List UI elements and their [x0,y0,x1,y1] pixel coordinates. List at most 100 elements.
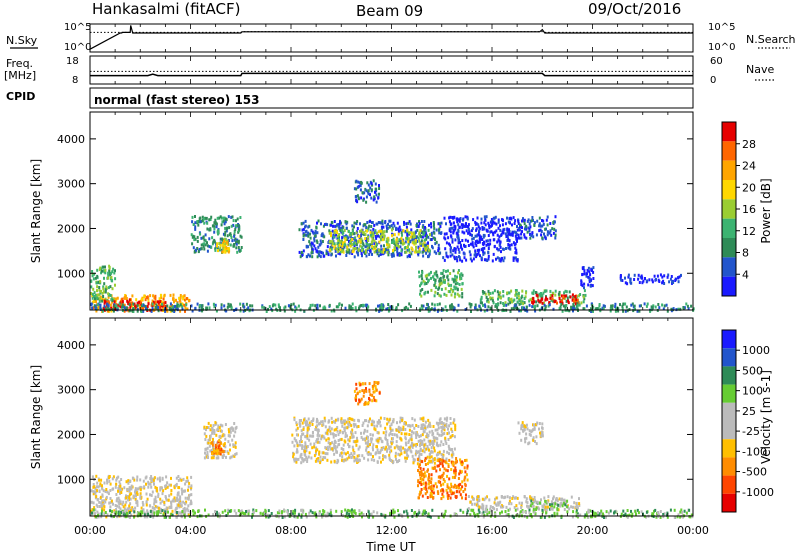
power-cell [179,309,182,313]
power-cell [386,307,389,311]
power-cell [385,307,388,311]
velocity-cell [400,513,403,517]
power-cell [114,283,116,287]
velocity-cell [183,513,186,517]
power-cell [626,282,629,286]
velocity-cell [220,429,223,433]
velocity-cell [165,506,168,510]
power-cell [651,306,654,310]
velocity-cell [97,485,100,489]
velocity-cell [501,510,503,514]
velocity-cell [398,430,401,434]
velocity-cell [322,423,325,427]
power-cell [523,218,526,222]
power-cell [457,247,460,251]
velocity-cell [409,444,412,448]
power-cell [335,254,337,258]
power-cell [445,254,448,258]
velocity-cell [486,512,489,516]
velocity-cell [432,459,435,463]
power-cell [154,306,157,309]
power-cell [662,307,665,311]
power-cell [195,248,197,252]
power-cell [90,292,93,295]
velocity-cell [449,417,452,420]
velocity-cell [301,421,304,425]
power-cell [393,224,396,228]
velocity-cell [426,455,429,459]
velocity-cell [293,457,296,461]
velocity-cell [443,512,446,516]
velocity-cell [575,510,578,514]
power-cell [475,222,478,226]
velocity-cell [101,499,104,503]
velocity-cell [187,495,190,499]
power-cell [448,227,451,231]
power-cell [339,252,342,256]
power-cell [333,242,336,246]
power-cell [371,237,374,241]
power-cell [294,305,297,309]
velocity-cell [106,481,109,485]
power-cell [632,309,635,313]
power-cell [185,303,188,307]
power-cell [410,246,413,250]
power-cell [376,231,379,235]
power-cell [325,249,328,253]
velocity-cell [312,434,315,438]
power-cell [94,293,97,297]
power-cell [341,232,344,236]
power-cell [221,243,224,247]
power-cell [352,247,355,251]
power-cell [533,221,536,225]
velocity-cell [387,420,390,424]
power-cell [515,292,518,296]
power-cell [97,305,100,309]
velocity-cell [438,450,441,454]
power-cell [496,256,499,260]
power-cell [112,309,115,313]
power-cell [392,240,395,244]
velocity-cell [232,443,235,447]
power-cell [311,255,314,259]
velocity-cell [341,421,344,425]
power-cell [492,252,495,256]
velocity-cell [333,428,336,432]
velocity-cell [90,513,93,517]
power-cell [405,222,408,226]
power-cell [381,238,384,242]
power-cell [408,231,411,235]
velocity-cell [375,399,378,403]
velocity-cell [293,444,296,448]
power-cell [484,292,487,296]
power-cell [456,245,459,249]
velocity-cell [433,439,436,443]
power-cell [483,234,486,238]
velocity-cell [209,434,212,438]
power-cell [348,248,351,252]
power-cell [469,257,472,261]
power-cell [611,307,614,311]
power-cell [206,221,209,225]
power-cell [326,245,329,249]
power-cell [504,232,507,236]
velocity-cell [103,512,106,516]
velocity-cell [412,431,415,435]
velocity-cell [149,504,152,508]
power-cell [418,275,421,279]
velocity-cell [123,486,126,490]
power-cell [520,236,523,240]
power-cell [444,287,447,291]
velocity-cell [156,513,158,517]
velocity-cell [499,511,501,515]
power-cell [219,248,222,252]
power-cell [407,307,409,311]
power-cell [436,309,439,313]
velocity-cell [305,445,308,449]
power-cell [178,299,181,303]
velocity-cell [355,457,357,461]
velocity-cell [126,512,129,516]
velocity-cell [421,449,424,453]
velocity-cell [413,459,416,463]
velocity-cell [428,448,430,452]
